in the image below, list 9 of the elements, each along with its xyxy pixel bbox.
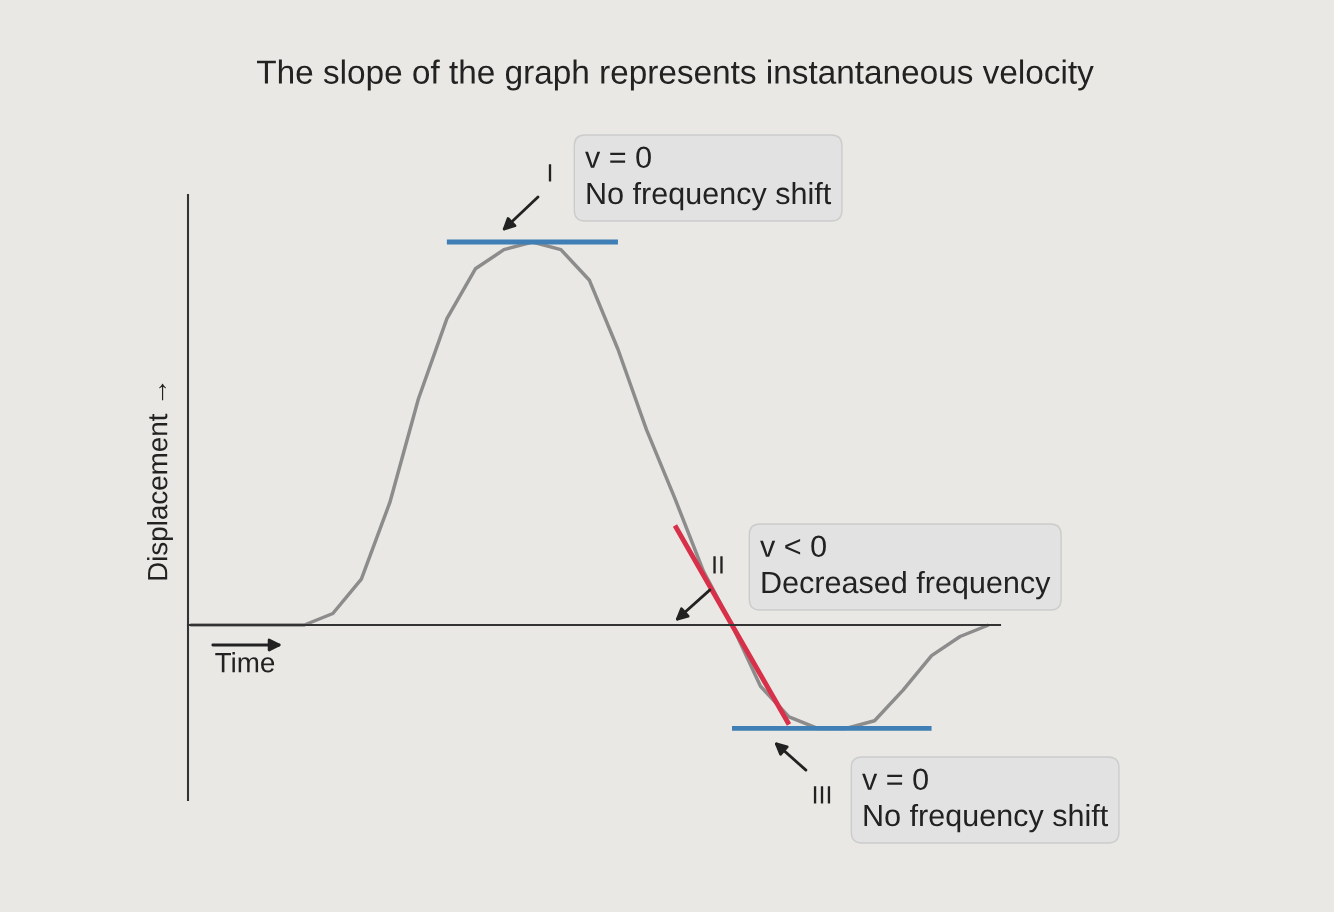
x-axis-title: Time bbox=[215, 652, 275, 673]
text: III bbox=[813, 786, 831, 804]
annotation: II bbox=[713, 556, 723, 574]
text: v = 0 No frequency shift bbox=[585, 146, 832, 211]
annotation: v < 0 Decreased frequency bbox=[760, 535, 1051, 600]
text: v = 0 No frequency shift bbox=[862, 768, 1109, 833]
chart-title: The slope of the graph represents instantaneous velocity bbox=[257, 59, 1094, 91]
y-axis-title: Displacement → bbox=[147, 383, 173, 580]
text: I bbox=[548, 164, 552, 182]
